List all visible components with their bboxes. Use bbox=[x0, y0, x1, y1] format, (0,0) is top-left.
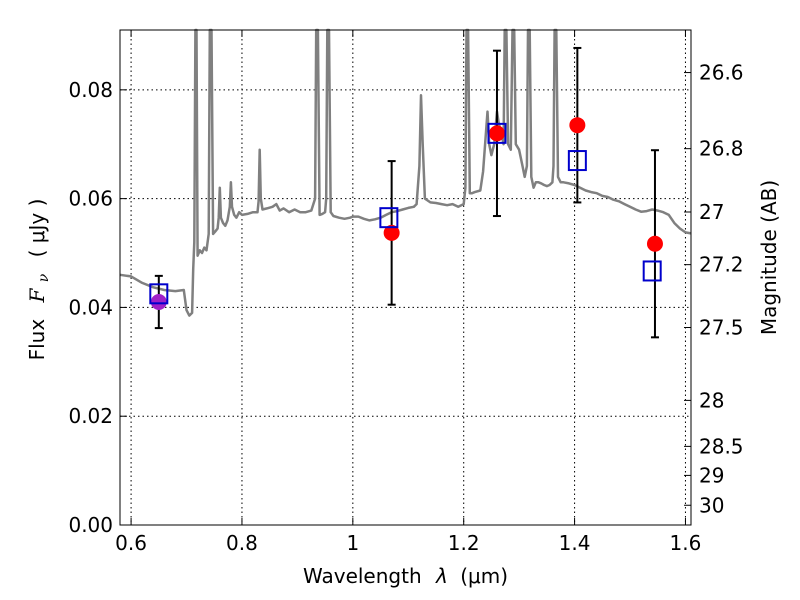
y-tick-label: 0.08 bbox=[68, 78, 113, 102]
observed-photometry-point bbox=[569, 117, 586, 134]
x-tick-label: 1 bbox=[346, 531, 359, 555]
y2-tick-label: 26.8 bbox=[699, 137, 744, 161]
y2-tick-label: 30 bbox=[699, 493, 724, 517]
y-tick-label: 0.04 bbox=[68, 295, 113, 319]
y2-tick-label: 29 bbox=[699, 463, 724, 487]
y-axis-label: Flux F ν ( μJy ) bbox=[25, 199, 53, 361]
spectrum-line bbox=[119, 28, 692, 317]
model-photometry-square bbox=[642, 260, 662, 282]
observed-photometry-point bbox=[646, 235, 663, 252]
y-tick-label: 0.02 bbox=[68, 404, 113, 428]
x-axis-label: Wavelength λ (μm) bbox=[303, 564, 508, 588]
model-photometry-square bbox=[567, 150, 587, 172]
model-photometry-square bbox=[149, 283, 169, 305]
y2-tick-label: 28 bbox=[699, 388, 724, 412]
y-axis-label-unit: ( μJy ) bbox=[25, 199, 49, 258]
x-tick-label: 0.8 bbox=[226, 531, 258, 555]
model-photometry-square bbox=[379, 207, 399, 229]
y2-tick-label: 28.5 bbox=[699, 434, 744, 458]
spectrum-layer bbox=[119, 28, 692, 317]
model-photometry-square bbox=[487, 122, 507, 144]
y2-tick-label: 26.6 bbox=[699, 61, 744, 85]
y-axis-label-text: Flux bbox=[25, 319, 49, 361]
y-axis-label-subscript: ν bbox=[36, 273, 52, 282]
y2-tick-label: 27.5 bbox=[699, 316, 744, 340]
y2-tick-label: 27 bbox=[699, 200, 724, 224]
x-tick-label: 1.4 bbox=[559, 531, 591, 555]
y-axis-label-symbol: F bbox=[25, 287, 49, 303]
x-tick-label: 1.6 bbox=[670, 531, 702, 555]
x-tick-label: 1.2 bbox=[448, 531, 480, 555]
x-axis-label-symbol: λ bbox=[435, 564, 448, 588]
x-axis-label-unit: (μm) bbox=[460, 564, 508, 588]
marker-layer bbox=[149, 46, 663, 339]
y2-tick-label: 27.2 bbox=[699, 253, 744, 277]
grid-layer bbox=[120, 30, 691, 526]
y-tick-label: 0.06 bbox=[68, 187, 113, 211]
observed-photometry-point bbox=[488, 125, 505, 142]
observed-photometry-point bbox=[383, 224, 400, 241]
tick-layer: 0.6 0.8 1 1.2 1.4 1.6 0.00 0.02 0.04 0.06 0.08 26.6… bbox=[68, 30, 744, 555]
y-tick-label: 0.00 bbox=[68, 513, 113, 537]
y2-axis-label: Magnitude (AB) bbox=[757, 180, 781, 335]
x-axis-label-text: Wavelength bbox=[303, 564, 422, 588]
x-tick-label: 0.6 bbox=[115, 531, 147, 555]
plot-frame bbox=[119, 29, 692, 526]
observed-photometry-point bbox=[150, 293, 167, 310]
